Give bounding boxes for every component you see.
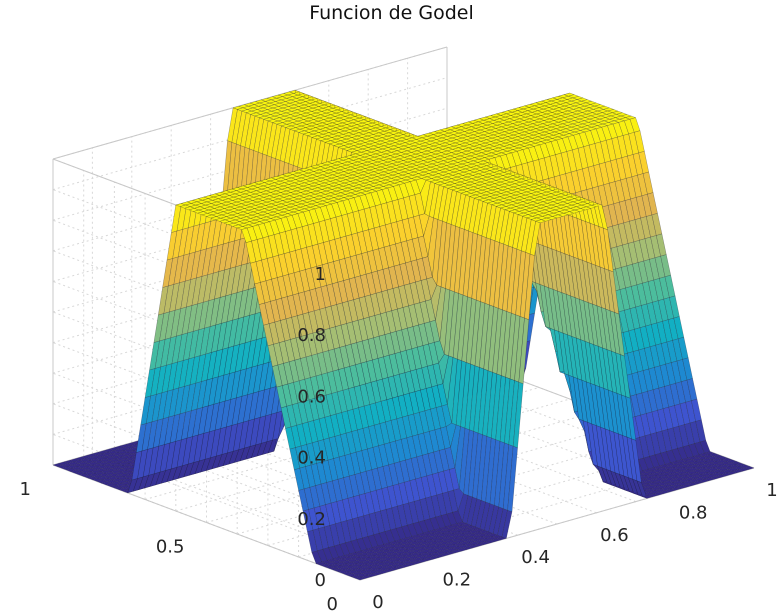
- z-tick-label: 0.8: [297, 325, 326, 346]
- y-tick-label: 0: [327, 594, 338, 612]
- z-tick-label: 0.2: [297, 509, 326, 530]
- z-tick-label: 0.6: [297, 386, 326, 407]
- grid-line: [237, 421, 632, 535]
- surface: [52, 89, 755, 581]
- z-tick-label: 1: [315, 264, 326, 285]
- z-tick-label: 0.4: [297, 448, 326, 469]
- grid-line: [52, 77, 448, 191]
- x-tick-label: 0.4: [521, 547, 550, 568]
- x-tick-label: 1: [766, 480, 777, 501]
- y-tick-label: 0.5: [156, 537, 185, 558]
- y-tick-label: 1: [20, 479, 31, 500]
- x-tick-label: 0.2: [442, 570, 471, 591]
- z-tick-label: 0: [315, 570, 326, 591]
- x-tick-label: 0.8: [679, 502, 708, 523]
- chart-title: Funcion de Godel: [309, 2, 474, 24]
- grid-line: [206, 410, 601, 523]
- x-tick-label: 0.6: [600, 525, 629, 546]
- x-tick-label: 0: [372, 592, 383, 612]
